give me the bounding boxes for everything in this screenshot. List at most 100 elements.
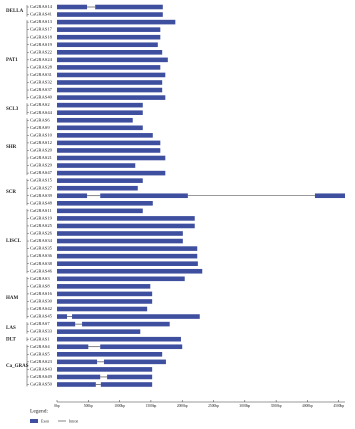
exon (107, 374, 153, 380)
gene-label: CaGRAS31 (30, 72, 53, 77)
exon (57, 246, 198, 251)
exon (57, 110, 143, 115)
gene-label: CaGRAS7 (30, 321, 50, 326)
gene-label: CaGRAS10 (30, 132, 53, 137)
x-tick-label: 3500bp (271, 404, 282, 408)
exon (57, 261, 198, 266)
exon (57, 72, 166, 78)
exon (57, 306, 148, 312)
gene-label: CaGRAS25 (30, 223, 53, 228)
exon (57, 238, 183, 244)
gene-label: CaGRAS5 (30, 351, 50, 356)
gene-label: CaGRAS18 (30, 34, 53, 39)
group-label: LISCL (6, 239, 22, 244)
gene-label: CaGRAS16 (30, 291, 53, 296)
exon (57, 193, 88, 199)
gene-label: CaGRAS39 (30, 193, 53, 198)
gene-label: CaGRAS41 (30, 12, 53, 17)
gene-label: CaGRAS50 (30, 382, 53, 387)
group-label: Ca_GRAS (6, 364, 29, 369)
gene-label: CaGRAS4 (30, 344, 50, 349)
x-tick-label: 2500bp (208, 404, 219, 408)
exon (57, 102, 143, 108)
exon (314, 193, 345, 199)
gene-label: CaGRAS35 (30, 246, 53, 251)
exon (57, 321, 76, 327)
exon (57, 344, 89, 350)
gene-label: CaGRAS8 (30, 283, 50, 288)
gene-label: CaGRAS17 (30, 27, 53, 32)
exon (57, 253, 198, 259)
legend-title: Legend: (30, 408, 48, 414)
exon (95, 4, 163, 10)
x-tick-label: 1500bp (146, 404, 157, 408)
x-tick-label: 4500bp (333, 404, 344, 408)
exon (57, 291, 153, 297)
exon (100, 344, 183, 350)
gene-label: CaGRAS40 (30, 95, 53, 100)
exon (57, 359, 98, 365)
exon (57, 95, 166, 100)
group-label: DELLA (6, 9, 24, 14)
gene-label: CaGRAS19 (30, 215, 53, 220)
group-label: LAS (6, 326, 16, 331)
gene-label: CaGRAS44 (30, 110, 53, 115)
gene-label: CaGRAS26 (30, 231, 53, 236)
exon (57, 268, 203, 274)
exon (57, 201, 153, 206)
gene-label: CaGRAS13 (30, 19, 53, 24)
exon (57, 216, 195, 221)
x-tick-label: 1000bp (114, 404, 125, 408)
gene-label: CaGRAS34 (30, 238, 53, 243)
x-tick-label: 2000bp (177, 404, 188, 408)
gene-label: CaGRAS20 (30, 148, 53, 153)
exon (57, 87, 163, 93)
group-label: PAT1 (6, 58, 18, 63)
exon (57, 125, 143, 131)
legend-exon: Exon (41, 419, 49, 423)
exon (103, 359, 166, 365)
exon (57, 299, 153, 304)
gene-label: CaGRAS30 (30, 299, 53, 304)
gene-label: CaGRAS23 (30, 359, 53, 364)
gene-label: CaGRAS37 (30, 87, 53, 92)
exon (57, 374, 101, 380)
gene-label: CaGRAS15 (30, 178, 53, 183)
exon (57, 34, 161, 40)
gene-label: CaGRAS12 (30, 140, 53, 145)
exon (57, 314, 68, 319)
exon (57, 19, 176, 25)
exon (72, 314, 200, 319)
gene-label: CaGRAS36 (30, 253, 53, 258)
gene-label: CaGRAS49 (30, 374, 53, 379)
gene-label: CaGRAS38 (30, 261, 53, 266)
gene-label: CaGRAS19 (30, 42, 53, 47)
group-label: SHR (6, 145, 17, 150)
exon (57, 12, 163, 17)
exon (57, 27, 161, 32)
gene-label: CaGRAS33 (30, 329, 53, 334)
x-tick-label: 500bp (84, 404, 93, 408)
exon (57, 336, 181, 342)
exon (57, 178, 143, 183)
exon (100, 382, 153, 387)
gene-label: CaGRAS46 (30, 268, 53, 273)
gene-label: CaGRAS43 (30, 366, 53, 371)
exon (57, 185, 138, 191)
x-tick-label: 0bp (54, 404, 60, 408)
gene-label: CaGRAS28 (30, 64, 53, 69)
exon (57, 352, 163, 357)
exon (57, 329, 141, 334)
gene-label: CaGRAS1 (30, 336, 50, 341)
gene-label: CaGRAS22 (30, 49, 53, 54)
group-label: SCR (6, 190, 16, 195)
gene-label: CaGRAS27 (30, 185, 53, 190)
exon (82, 321, 170, 327)
gene-label: CaGRAS48 (30, 200, 53, 205)
gene-label: CaGRAS6 (30, 117, 50, 122)
exon (57, 170, 166, 176)
exon (57, 65, 161, 70)
group-label: DLT (6, 337, 16, 342)
gene-label: CaGRAS9 (30, 125, 50, 130)
group-label: SCL3 (6, 107, 19, 112)
